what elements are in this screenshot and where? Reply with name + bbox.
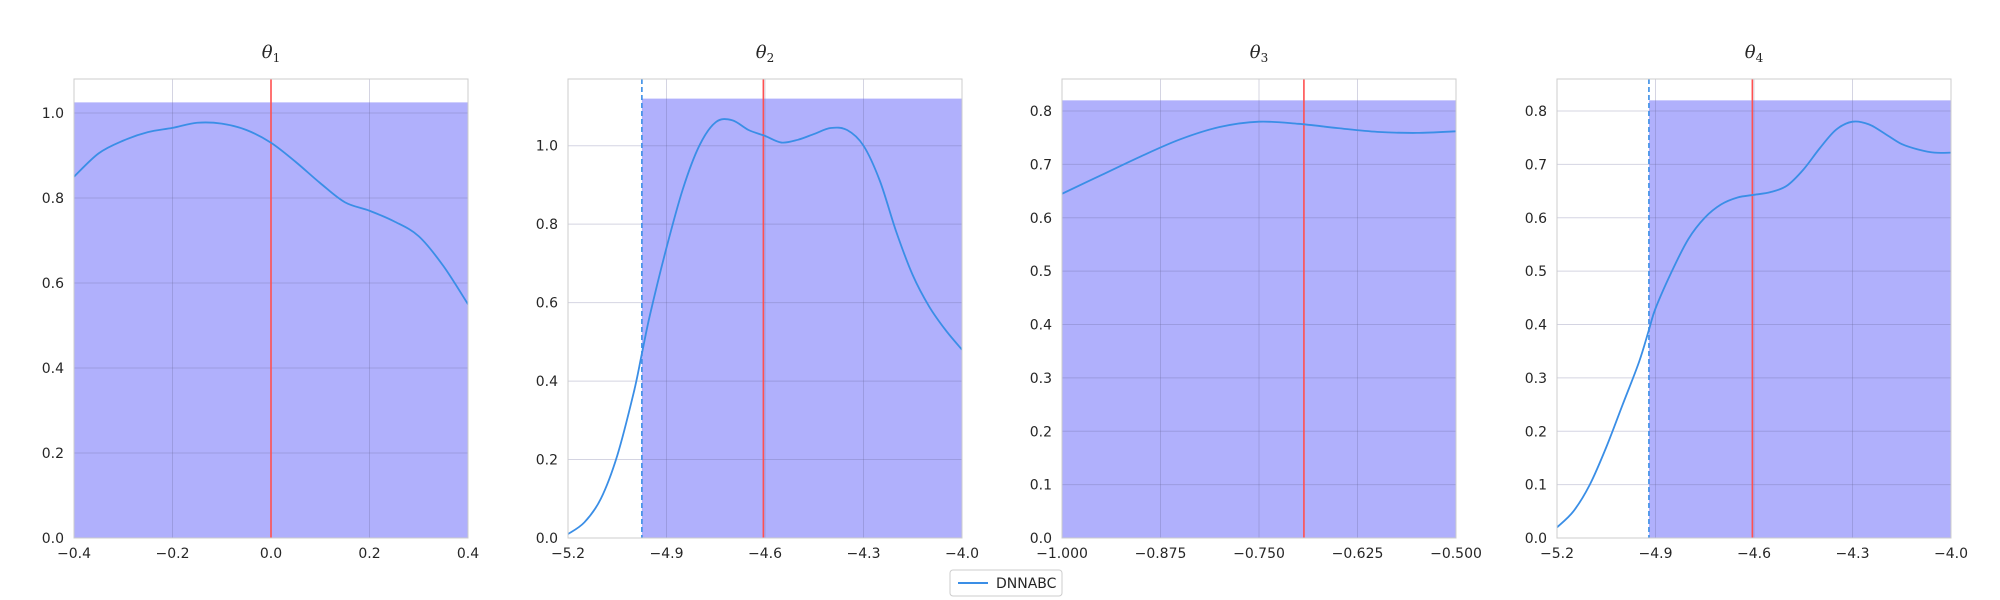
x-tick-label: −0.750 <box>1233 546 1285 562</box>
y-tick-label: 0.4 <box>1030 318 1052 334</box>
x-tick-label: −0.2 <box>156 546 190 562</box>
y-tick-label: 0.3 <box>1525 371 1547 387</box>
subplot-title-subscript: 2 <box>767 51 775 65</box>
y-tick-label: 0.3 <box>1030 371 1052 387</box>
x-tick-label: −4.0 <box>945 546 979 562</box>
y-tick-label: 0.4 <box>42 361 64 377</box>
x-tick-label: −4.3 <box>1836 546 1870 562</box>
y-tick-label: 0.5 <box>1030 264 1052 280</box>
y-tick-label: 0.0 <box>1525 531 1547 547</box>
subplot-title: θ1 <box>262 42 280 65</box>
plot-frame <box>1061 78 1457 539</box>
y-tick-label: 0.0 <box>1030 531 1052 547</box>
x-tick-label: −4.6 <box>1737 546 1771 562</box>
y-tick-label: 0.4 <box>536 374 558 390</box>
x-tick-label: −0.875 <box>1135 546 1187 562</box>
x-tick-label: −5.2 <box>1540 546 1574 562</box>
x-tick-label: 0.0 <box>260 546 282 562</box>
subplot-4: −5.2 −4.9 −4.6 −4.3 −4.0 0.0 0.1 0.2 0.3 0.4 0.5 0.… <box>1525 42 1968 562</box>
x-tick-label: 0.4 <box>457 546 479 562</box>
subplot-title-subscript: 1 <box>273 51 281 65</box>
x-tick-label: −1.000 <box>1036 546 1088 562</box>
y-tick-label: 0.0 <box>536 531 558 547</box>
y-tick-label: 0.6 <box>1525 211 1547 227</box>
x-tick-label: −4.6 <box>748 546 782 562</box>
y-tick-label: 0.6 <box>536 296 558 312</box>
plot-frame <box>567 78 963 539</box>
credible-band <box>1062 100 1456 538</box>
y-tick-label: 0.2 <box>536 453 558 469</box>
subplot-title: θ4 <box>1745 42 1764 65</box>
subplot-title-subscript: 4 <box>1756 51 1764 65</box>
y-tick-label: 0.1 <box>1525 478 1547 494</box>
subplot-panels: −0.4 −0.2 0.0 0.2 0.4 0.0 0.2 0.4 0.6 0.8 1.0 θ1 −5.… <box>42 42 1968 562</box>
subplot-title: θ3 <box>1250 42 1268 65</box>
credible-band <box>1648 100 1951 538</box>
subplot-2: −5.2 −4.9 −4.6 −4.3 −4.0 0.0 0.2 0.4 0.6 0.8 1.0 θ2 <box>536 42 979 562</box>
x-tick-label: −0.500 <box>1430 546 1482 562</box>
y-tick-label: 0.2 <box>42 446 64 462</box>
series-line-dnnabc <box>568 118 962 535</box>
y-tick-label: 0.2 <box>1525 424 1547 440</box>
x-tick-label: 0.2 <box>358 546 380 562</box>
x-tick-label: −4.3 <box>847 546 881 562</box>
y-tick-label: 0.7 <box>1030 157 1052 173</box>
series-line-dnnabc <box>1557 120 1951 528</box>
series-line-dnnabc <box>1062 120 1456 195</box>
y-tick-label: 0.8 <box>1030 104 1052 120</box>
plot-frame <box>1556 78 1952 539</box>
plot-frame <box>73 78 469 539</box>
x-tick-label: −0.4 <box>57 546 91 562</box>
legend-frame <box>949 569 1063 597</box>
y-tick-label: 0.1 <box>1030 478 1052 494</box>
subplot-3: −1.000 −0.875 −0.750 −0.625 −0.500 0.0 0.1 0.2 0… <box>1030 42 1482 562</box>
y-tick-label: 0.7 <box>1525 157 1547 173</box>
y-tick-label: 0.0 <box>42 531 64 547</box>
legend-label-dnnabc: DNNABC <box>996 576 1057 592</box>
y-tick-label: 0.8 <box>1525 104 1547 120</box>
credible-band <box>641 98 962 538</box>
y-tick-label: 1.0 <box>536 139 558 155</box>
legend: DNNABC <box>949 569 1063 597</box>
x-tick-label: −4.9 <box>1639 546 1673 562</box>
subplot-title: θ2 <box>756 42 774 65</box>
y-tick-label: 0.5 <box>1525 264 1547 280</box>
subplot-title-subscript: 3 <box>1261 51 1269 65</box>
subplot-1: −0.4 −0.2 0.0 0.2 0.4 0.0 0.2 0.4 0.6 0.8 1.0 θ1 <box>42 42 479 562</box>
y-tick-label: 0.6 <box>1030 211 1052 227</box>
series-line-dnnabc <box>74 121 468 305</box>
x-tick-label: −5.2 <box>551 546 585 562</box>
y-tick-label: 0.2 <box>1030 424 1052 440</box>
y-tick-label: 0.8 <box>536 217 558 233</box>
y-tick-label: 1.0 <box>42 106 64 122</box>
x-tick-label: −4.9 <box>650 546 684 562</box>
x-tick-label: −4.0 <box>1934 546 1968 562</box>
x-tick-label: −0.625 <box>1332 546 1384 562</box>
y-tick-label: 0.4 <box>1525 318 1547 334</box>
y-tick-label: 0.8 <box>42 191 64 207</box>
y-tick-label: 0.6 <box>42 276 64 292</box>
